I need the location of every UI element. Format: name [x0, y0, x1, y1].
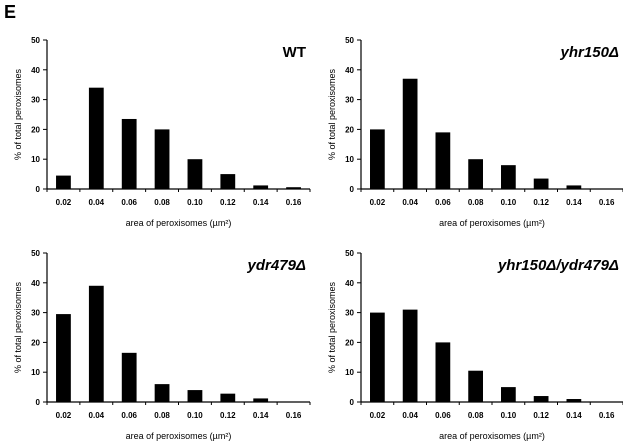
x-tick-label: 0.14: [253, 198, 269, 207]
bar: [187, 390, 203, 402]
x-axis-label: area of peroxisomes (µm²): [439, 431, 545, 441]
x-tick-label: 0.02: [370, 411, 386, 420]
x-tick-label: 0.08: [154, 411, 170, 420]
x-tick-label: 0.14: [253, 411, 269, 420]
chart-title: ydr479Δ: [247, 257, 306, 274]
x-tick-label: 0.10: [187, 411, 203, 420]
bar: [121, 118, 137, 189]
bar: [121, 352, 137, 402]
y-tick-label: 20: [31, 125, 40, 134]
x-tick-label: 0.06: [121, 198, 137, 207]
x-tick-label: 0.08: [154, 198, 170, 207]
y-tick-label: 50: [31, 249, 40, 258]
bar: [468, 159, 483, 189]
bar: [370, 312, 385, 402]
x-tick-label: 0.10: [187, 198, 203, 207]
bar: [253, 398, 269, 402]
bar: [533, 178, 549, 189]
y-axis-label: % of total peroxisomes: [13, 68, 23, 160]
y-tick-label: 20: [345, 125, 354, 134]
y-tick-label: 50: [31, 36, 40, 45]
y-tick-label: 40: [345, 66, 354, 75]
bar: [402, 78, 418, 189]
x-tick-label: 0.12: [533, 411, 549, 420]
bar: [566, 185, 582, 189]
bar: [154, 129, 170, 189]
x-axis-label: area of peroxisomes (µm²): [126, 218, 232, 228]
chart-title: yhr150Δ: [560, 44, 619, 61]
x-tick-label: 0.06: [435, 411, 451, 420]
bar: [402, 309, 418, 402]
x-tick-label: 0.06: [121, 411, 137, 420]
y-tick-label: 10: [31, 368, 40, 377]
y-tick-label: 30: [31, 309, 40, 318]
bar: [501, 165, 516, 189]
bar: [370, 129, 385, 189]
x-tick-label: 0.10: [501, 198, 517, 207]
bar: [56, 314, 71, 402]
y-axis-label: % of total peroxisomes: [327, 68, 337, 160]
chart-title: WT: [283, 44, 306, 61]
y-tick-label: 0: [350, 185, 355, 194]
x-tick-label: 0.10: [501, 411, 517, 420]
bar: [88, 285, 104, 402]
bar: [56, 175, 71, 189]
x-tick-label: 0.12: [220, 411, 236, 420]
y-tick-label: 10: [31, 155, 40, 164]
y-tick-label: 50: [345, 249, 354, 258]
y-axis-label: % of total peroxisomes: [13, 281, 23, 373]
y-tick-label: 50: [345, 36, 354, 45]
x-tick-label: 0.04: [402, 411, 418, 420]
x-tick-label: 0.14: [566, 198, 582, 207]
x-tick-label: 0.12: [220, 198, 236, 207]
y-tick-label: 40: [31, 66, 40, 75]
panel-label: E: [4, 2, 17, 22]
x-tick-label: 0.12: [533, 198, 549, 207]
x-axis-label: area of peroxisomes (µm²): [439, 218, 545, 228]
y-tick-label: 30: [345, 309, 354, 318]
x-tick-label: 0.04: [89, 411, 105, 420]
x-tick-label: 0.08: [468, 198, 484, 207]
bar: [88, 87, 104, 189]
bar: [435, 132, 451, 189]
chart-title: yhr150Δ/ydr479Δ: [497, 257, 619, 274]
bar: [220, 393, 236, 402]
y-tick-label: 0: [36, 185, 41, 194]
x-tick-label: 0.04: [402, 198, 418, 207]
bar: [286, 187, 301, 189]
y-tick-label: 10: [345, 155, 354, 164]
bar: [253, 185, 269, 189]
x-tick-label: 0.16: [599, 198, 615, 207]
y-tick-label: 30: [345, 96, 354, 105]
x-tick-label: 0.16: [599, 411, 615, 420]
x-tick-label: 0.14: [566, 411, 582, 420]
y-tick-label: 0: [36, 398, 41, 407]
x-tick-label: 0.04: [89, 198, 105, 207]
x-tick-label: 0.02: [370, 198, 386, 207]
x-tick-label: 0.16: [286, 198, 302, 207]
y-tick-label: 40: [345, 279, 354, 288]
bar: [154, 384, 170, 402]
x-tick-label: 0.06: [435, 198, 451, 207]
x-tick-label: 0.16: [286, 411, 302, 420]
x-tick-label: 0.02: [56, 198, 72, 207]
y-tick-label: 20: [345, 338, 354, 347]
bar: [566, 399, 582, 402]
bar: [435, 342, 451, 402]
bar: [501, 387, 516, 402]
y-tick-label: 20: [31, 338, 40, 347]
y-tick-label: 30: [31, 96, 40, 105]
bar: [468, 370, 483, 402]
bar: [187, 159, 203, 189]
bar: [220, 174, 236, 189]
y-tick-label: 0: [350, 398, 355, 407]
y-tick-label: 10: [345, 368, 354, 377]
x-axis-label: area of peroxisomes (µm²): [126, 431, 232, 441]
y-tick-label: 40: [31, 279, 40, 288]
x-tick-label: 0.02: [56, 411, 72, 420]
x-tick-label: 0.08: [468, 411, 484, 420]
y-axis-label: % of total peroxisomes: [327, 281, 337, 373]
bar: [533, 396, 549, 402]
